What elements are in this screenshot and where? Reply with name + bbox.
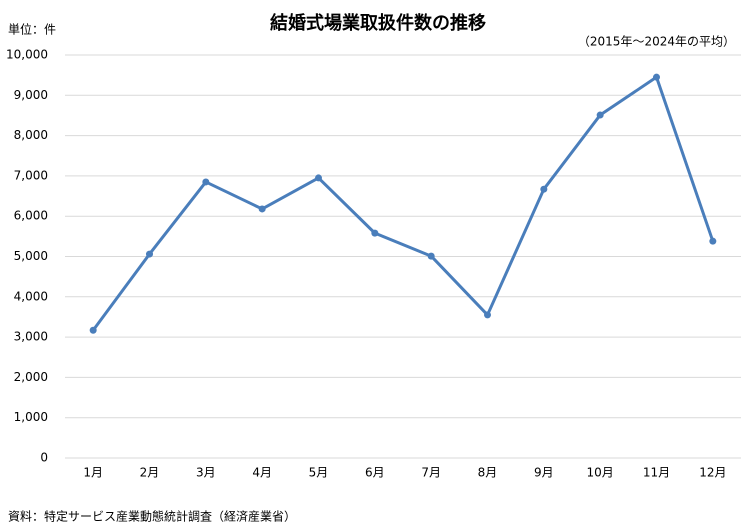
x-tick-label: 9月 [534,466,554,480]
y-tick-label: 3,000 [14,330,48,344]
data-point [596,111,604,119]
data-point [315,174,322,182]
y-tick-label: 9,000 [14,88,48,102]
x-tick-label: 10月 [587,466,614,480]
x-tick-label: 3月 [196,466,216,480]
y-tick-label: 0 [40,451,48,465]
data-point [371,229,379,237]
data-point [540,185,548,193]
y-tick-label: 10,000 [6,48,48,62]
x-tick-label: 8月 [478,466,498,480]
data-point [89,326,97,334]
y-tick-label: 4,000 [14,289,48,303]
x-tick-label: 6月 [365,466,385,480]
data-point [258,205,266,213]
x-tick-label: 4月 [252,466,272,480]
y-tick-label: 2,000 [14,370,48,384]
data-line [91,75,715,332]
data-point [427,252,435,260]
x-tick-label: 2月 [140,466,160,480]
x-tick-label: 12月 [699,466,726,480]
x-tick-label: 1月 [83,466,103,480]
y-tick-label: 8,000 [14,128,48,142]
data-point [202,178,210,186]
source-note: 資料：特定サービス産業動態統計調査（経済産業省） [8,509,296,524]
data-point [146,250,153,258]
chart-title: 結婚式場業取扱件数の推移 [270,12,486,34]
data-point [653,73,660,81]
y-tick-label: 7,000 [14,168,48,182]
y-tick-label: 5,000 [14,249,48,263]
y-tick-label: 6,000 [14,209,48,223]
x-tick-label: 7月 [421,466,441,480]
y-tick-label: 1,000 [14,410,48,424]
data-point [709,237,717,245]
data-point [484,311,491,319]
x-tick-label: 5月 [309,466,329,480]
unit-label: 単位：件 [8,22,56,37]
chart-subtitle: （2015年～2024年の平均） [578,35,735,49]
x-tick-label: 11月 [643,466,670,480]
